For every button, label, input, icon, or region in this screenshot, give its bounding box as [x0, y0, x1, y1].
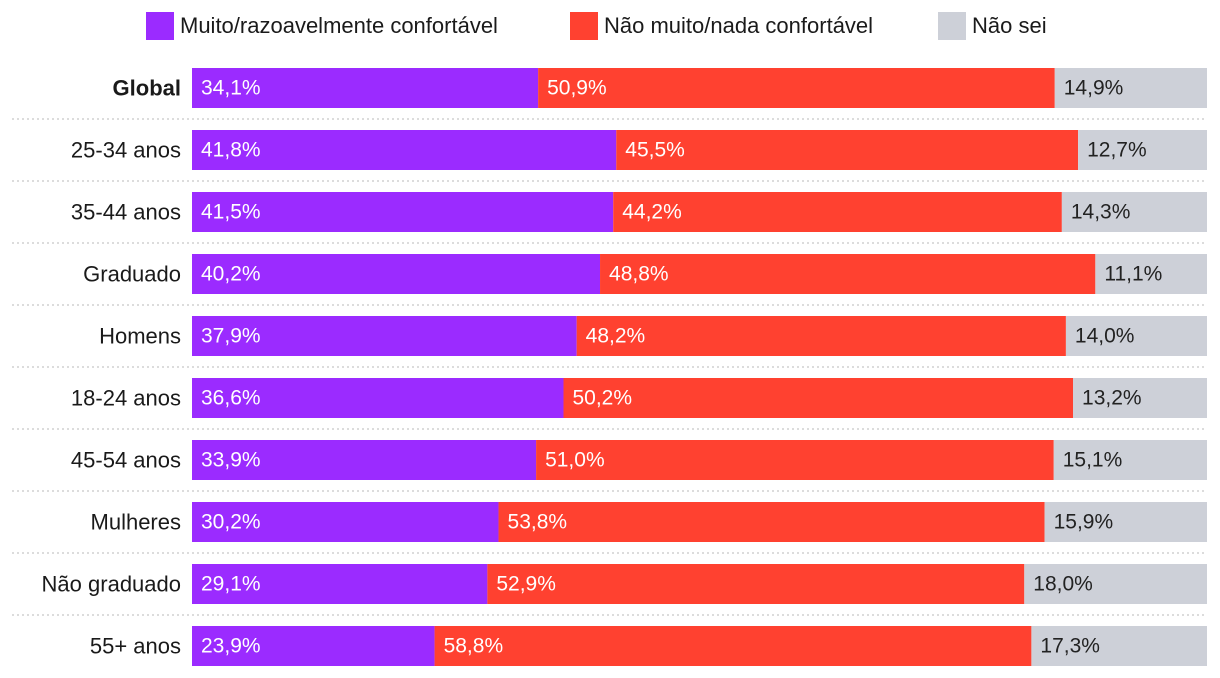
- bar-segment-dont-know: [1024, 564, 1207, 604]
- bar-segment-not-comfortable: [538, 68, 1055, 108]
- bar-segment-not-comfortable: [576, 316, 1066, 356]
- legend-swatch-not-comfortable: [570, 12, 598, 40]
- bar-segment-not-comfortable: [563, 378, 1074, 418]
- data-label-comfortable: 37,9%: [201, 325, 261, 348]
- data-label-dont-know: 15,9%: [1054, 511, 1114, 534]
- bar-segment-comfortable: [192, 440, 537, 480]
- data-label-not-comfortable: 50,9%: [547, 77, 607, 100]
- category-label: 35-44 anos: [71, 200, 181, 225]
- data-label-comfortable: 34,1%: [201, 77, 261, 100]
- legend-item-not-comfortable: Não muito/nada confortável: [570, 8, 873, 44]
- data-label-comfortable: 41,8%: [201, 139, 261, 162]
- data-label-dont-know: 14,0%: [1075, 325, 1135, 348]
- bar-segment-dont-know: [1078, 130, 1207, 170]
- data-label-comfortable: 29,1%: [201, 573, 261, 596]
- data-label-dont-know: 11,1%: [1104, 263, 1162, 286]
- bar-segment-not-comfortable: [613, 192, 1062, 232]
- legend-item-dont-know: Não sei: [938, 8, 1047, 44]
- data-label-dont-know: 17,3%: [1040, 635, 1100, 658]
- bar-segment-dont-know: [1095, 254, 1207, 294]
- data-label-comfortable: 41,5%: [201, 201, 261, 224]
- bar-segment-comfortable: [192, 626, 435, 666]
- data-label-not-comfortable: 51,0%: [545, 449, 605, 472]
- data-label-dont-know: 18,0%: [1033, 573, 1093, 596]
- bar-segment-dont-know: [1031, 626, 1207, 666]
- bar-segment-not-comfortable: [498, 502, 1045, 542]
- data-label-comfortable: 23,9%: [201, 635, 261, 658]
- data-label-dont-know: 12,7%: [1087, 139, 1147, 162]
- legend-label-dont-know: Não sei: [972, 13, 1047, 38]
- data-label-not-comfortable: 52,9%: [496, 573, 556, 596]
- bar-segment-dont-know: [1044, 502, 1207, 542]
- category-label: Não graduado: [42, 572, 181, 597]
- legend-swatch-dont-know: [938, 12, 966, 40]
- bar-segment-not-comfortable: [616, 130, 1079, 170]
- bar-segment-comfortable: [192, 68, 539, 108]
- legend: Muito/razoavelmente confortável Não muit…: [0, 8, 1220, 44]
- data-label-dont-know: 15,1%: [1063, 449, 1123, 472]
- bar-segment-not-comfortable: [434, 626, 1032, 666]
- category-label: Homens: [99, 324, 181, 349]
- bar-segment-dont-know: [1073, 378, 1207, 418]
- data-label-comfortable: 40,2%: [201, 263, 261, 286]
- category-label: 25-34 anos: [71, 138, 181, 163]
- legend-item-comfortable: Muito/razoavelmente confortável: [146, 8, 498, 44]
- legend-swatch-comfortable: [146, 12, 174, 40]
- data-label-dont-know: 14,3%: [1071, 201, 1131, 224]
- data-label-comfortable: 33,9%: [201, 449, 261, 472]
- category-label: 55+ anos: [90, 634, 181, 659]
- data-label-not-comfortable: 48,8%: [609, 263, 669, 286]
- bar-segment-comfortable: [192, 254, 601, 294]
- legend-label-not-comfortable: Não muito/nada confortável: [604, 13, 874, 38]
- bar-segment-not-comfortable: [536, 440, 1054, 480]
- data-label-not-comfortable: 48,2%: [586, 325, 646, 348]
- bar-segment-dont-know: [1065, 316, 1207, 356]
- bar-segment-comfortable: [192, 192, 614, 232]
- bar-segment-dont-know: [1054, 68, 1207, 108]
- category-label: Mulheres: [91, 510, 181, 535]
- category-label: 18-24 anos: [71, 386, 181, 411]
- category-label: Graduado: [83, 262, 181, 287]
- bar-segment-not-comfortable: [487, 564, 1025, 604]
- bar-segment-dont-know: [1053, 440, 1207, 480]
- data-label-dont-know: 13,2%: [1082, 387, 1142, 410]
- bar-segment-comfortable: [192, 130, 617, 170]
- data-label-not-comfortable: 44,2%: [622, 201, 682, 224]
- data-label-comfortable: 36,6%: [201, 387, 261, 410]
- data-label-dont-know: 14,9%: [1064, 77, 1124, 100]
- data-label-not-comfortable: 50,2%: [572, 387, 632, 410]
- bar-segment-not-comfortable: [600, 254, 1096, 294]
- bar-segment-comfortable: [192, 378, 564, 418]
- category-label: Global: [113, 76, 181, 101]
- data-label-not-comfortable: 45,5%: [625, 139, 685, 162]
- bar-segment-dont-know: [1061, 192, 1207, 232]
- category-label: 45-54 anos: [71, 448, 181, 473]
- data-label-not-comfortable: 58,8%: [444, 635, 504, 658]
- legend-label-comfortable: Muito/razoavelmente confortável: [180, 13, 498, 38]
- bar-segment-comfortable: [192, 502, 499, 542]
- bar-segment-comfortable: [192, 564, 488, 604]
- bar-segment-comfortable: [192, 316, 577, 356]
- data-label-comfortable: 30,2%: [201, 511, 261, 534]
- data-label-not-comfortable: 53,8%: [508, 511, 568, 534]
